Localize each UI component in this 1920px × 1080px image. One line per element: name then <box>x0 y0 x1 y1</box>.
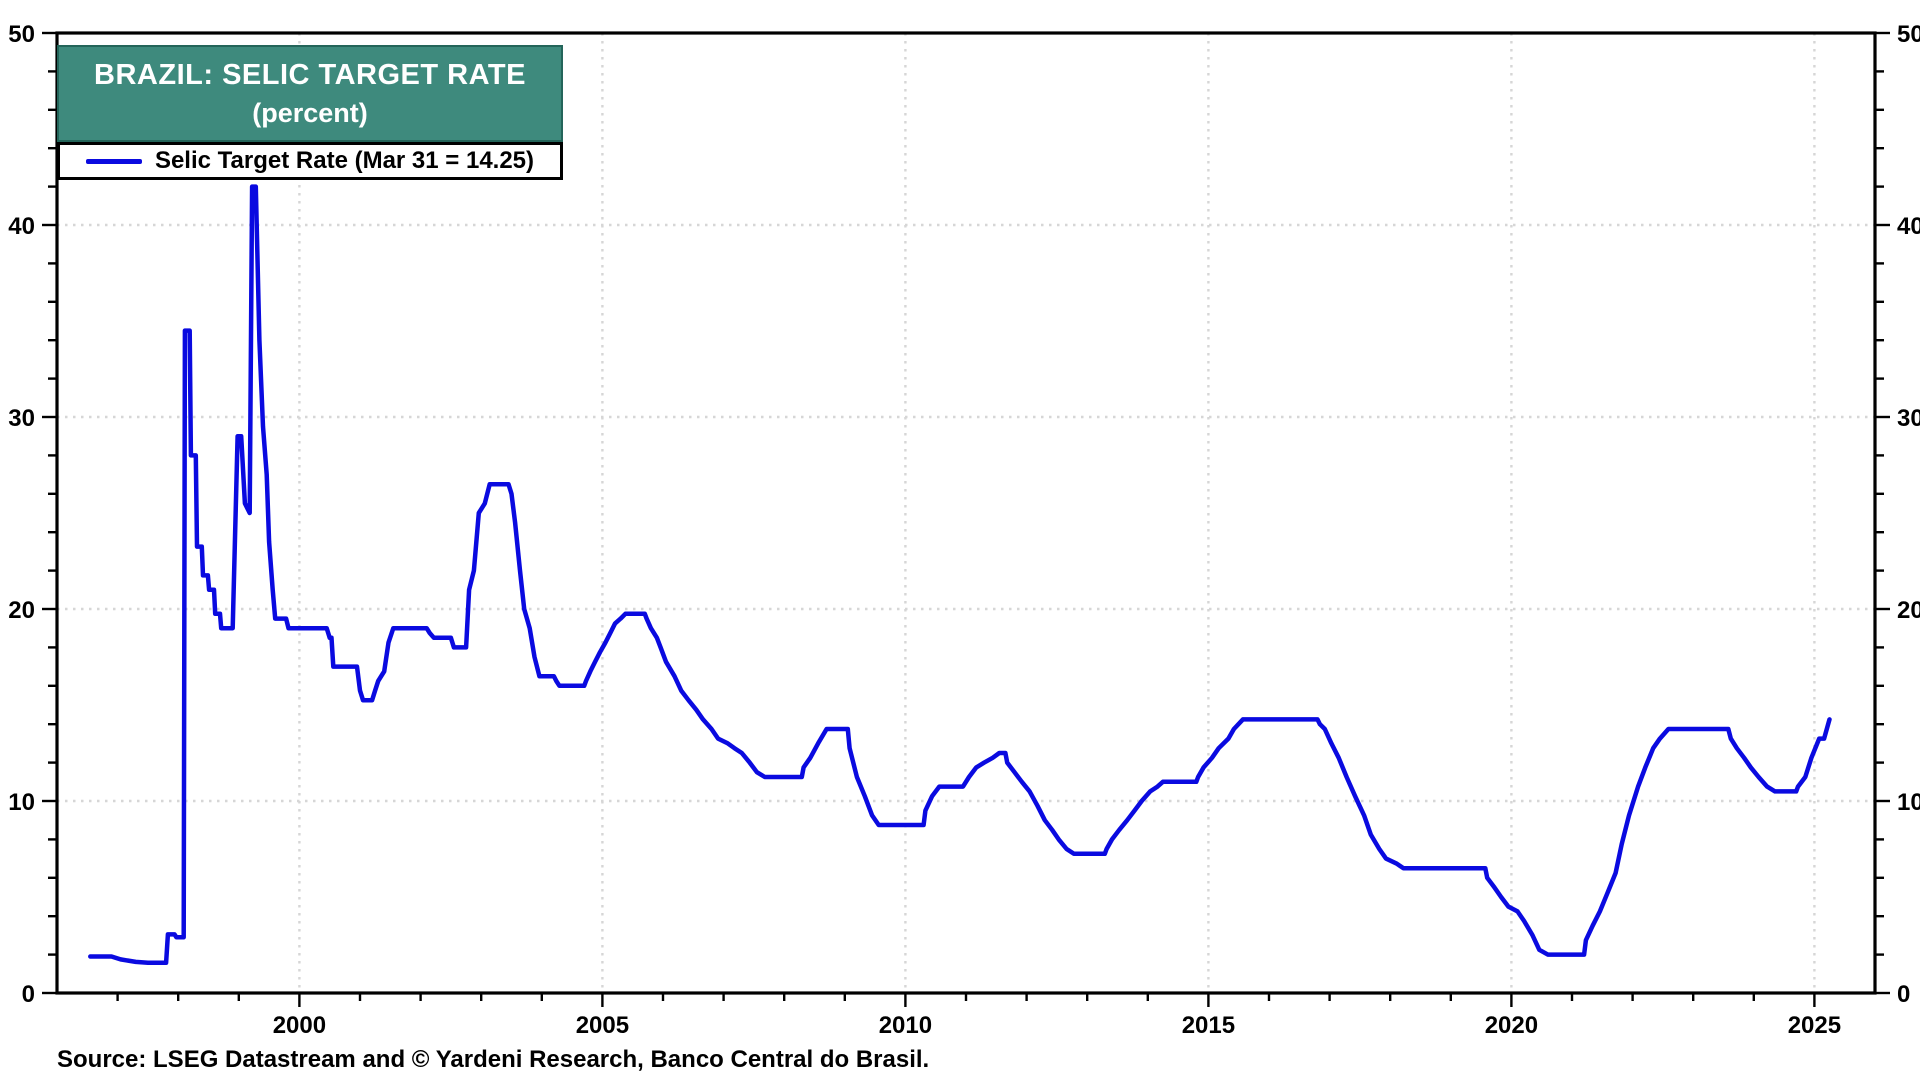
x-axis-tick-label: 2010 <box>879 1012 932 1039</box>
y-axis-tick-label-right: 40 <box>1897 213 1920 240</box>
y-axis-tick-label-left: 40 <box>8 213 35 240</box>
x-axis-tick-label: 2015 <box>1182 1012 1235 1039</box>
x-axis-tick-label: 2025 <box>1788 1012 1841 1039</box>
y-axis-tick-label-left: 20 <box>8 597 35 624</box>
series-line-selic-target-rate <box>88 184 1832 965</box>
y-axis-tick-label-left: 50 <box>8 21 35 48</box>
x-axis-tick-label: 2005 <box>576 1012 629 1039</box>
legend-line-swatch <box>85 158 142 164</box>
chart-title: BRAZIL: SELIC TARGET RATE <box>94 58 526 91</box>
y-axis-tick-label-right: 20 <box>1897 597 1920 624</box>
y-axis-tick-label-left: 0 <box>22 981 35 1008</box>
plot-border <box>55 31 1877 995</box>
x-axis-tick-label: 2000 <box>273 1012 326 1039</box>
gridlines <box>57 33 1875 993</box>
y-axis-tick-label-left: 10 <box>8 789 35 816</box>
x-axis-tick-label: 2020 <box>1485 1012 1538 1039</box>
y-axis-tick-label-left: 30 <box>8 405 35 432</box>
source-attribution: Source: LSEG Datastream and © Yardeni Re… <box>57 1046 930 1073</box>
y-axis-tick-label-right: 0 <box>1897 981 1910 1008</box>
y-axis-tick-label-right: 30 <box>1897 405 1920 432</box>
y-axis-tick-label-right: 50 <box>1897 21 1920 48</box>
legend-label: Selic Target Rate (Mar 31 = 14.25) <box>154 147 535 174</box>
chart-subtitle: (percent) <box>252 97 368 128</box>
chart-legend: Selic Target Rate (Mar 31 = 14.25) <box>57 142 563 180</box>
y-axis-tick-label-right: 10 <box>1897 789 1920 816</box>
chart-title-box: BRAZIL: SELIC TARGET RATE (percent) <box>57 45 563 142</box>
